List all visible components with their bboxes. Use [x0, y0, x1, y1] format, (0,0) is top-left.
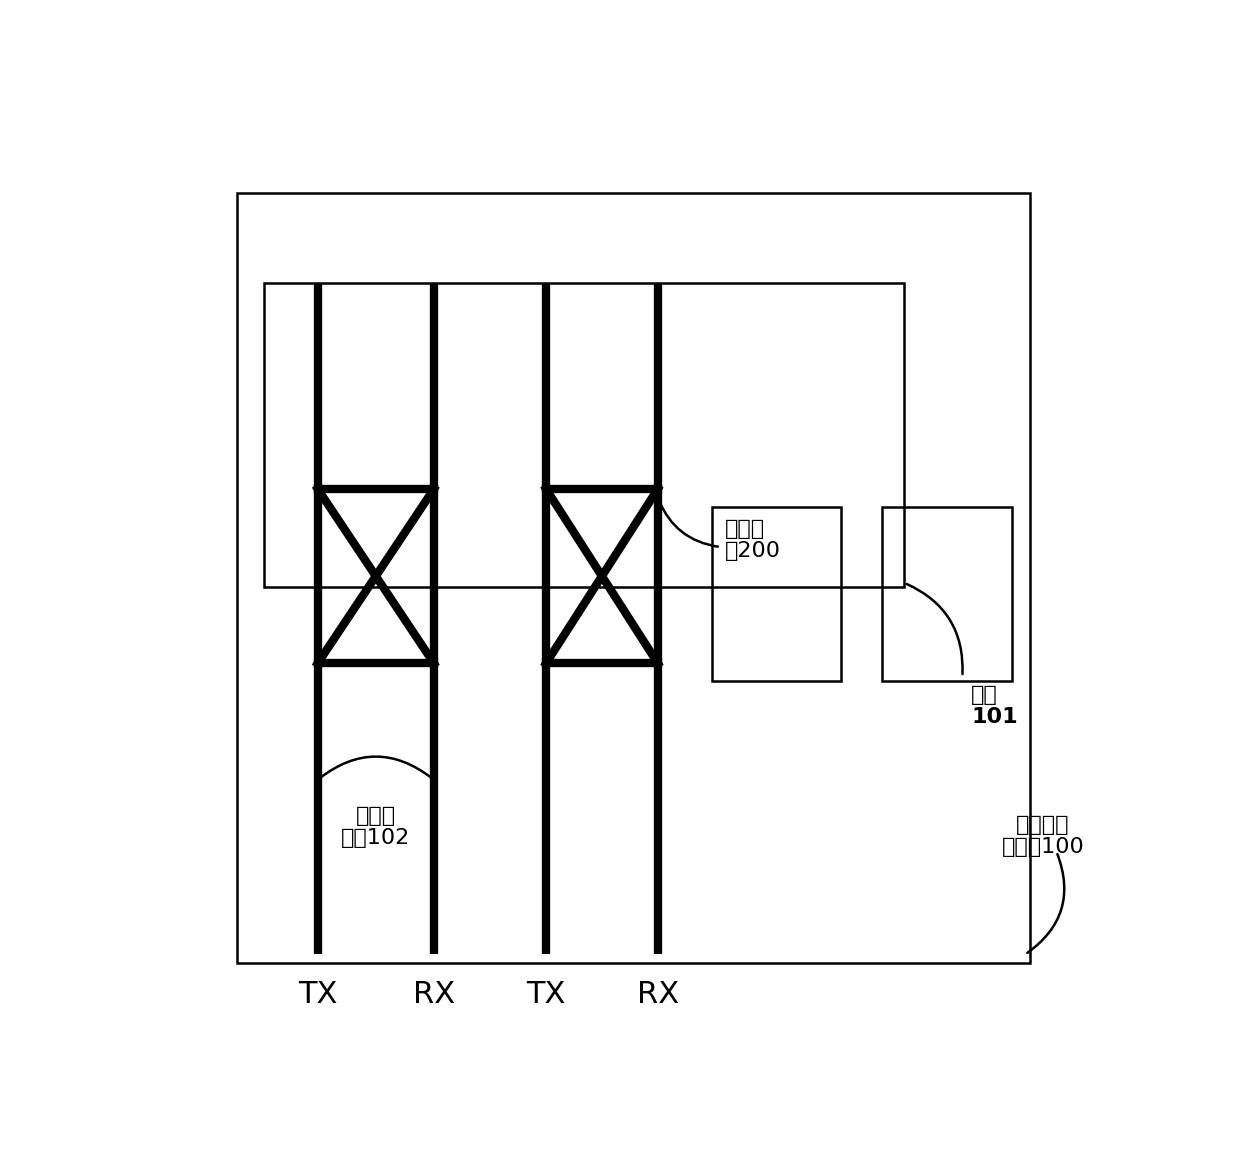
Text: 旁路装: 旁路装	[725, 519, 765, 540]
Text: RX: RX	[637, 980, 680, 1009]
Text: 链路102: 链路102	[341, 828, 410, 848]
Text: RX: RX	[413, 980, 455, 1009]
Bar	[882, 507, 1012, 682]
Text: 网络光接: 网络光接	[1017, 814, 1070, 835]
Text: TX: TX	[526, 980, 565, 1009]
Text: 口模块100: 口模块100	[1002, 837, 1084, 857]
Text: 主板: 主板	[971, 685, 998, 705]
Text: 罜200: 罜200	[725, 542, 781, 562]
Text: 正常光: 正常光	[356, 806, 396, 826]
Text: 101: 101	[971, 707, 1018, 727]
Bar	[237, 193, 1029, 963]
Text: TX: TX	[298, 980, 337, 1009]
Bar	[712, 507, 842, 682]
Bar	[264, 283, 904, 587]
